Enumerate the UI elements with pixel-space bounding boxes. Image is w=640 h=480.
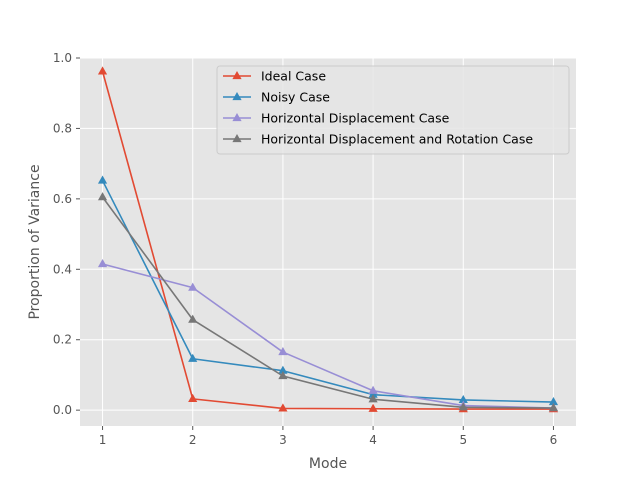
data-point [97, 192, 108, 201]
x-tick-label: 4 [369, 433, 377, 447]
x-axis-ticks: 1 2 3 4 5 6 [99, 426, 558, 447]
data-point [368, 403, 378, 412]
legend-label: Ideal Case [261, 69, 326, 84]
x-tick-label: 1 [99, 433, 107, 447]
y-tick-label: 1.0 [53, 51, 72, 65]
data-point [188, 353, 198, 362]
legend-item: Noisy Case [223, 90, 330, 105]
y-tick-label: 0.0 [53, 403, 72, 417]
data-point [458, 394, 468, 404]
data-point [548, 397, 559, 406]
legend: Ideal Case Noisy Case Horizontal Displacem… [216, 65, 570, 155]
legend-marker [232, 71, 242, 80]
data-point [188, 393, 198, 402]
series-line [101, 71, 554, 410]
data-point [458, 402, 468, 411]
legend-marker [232, 113, 242, 122]
series-layer [97, 66, 559, 413]
data-point [97, 175, 108, 184]
y-tick-label: 0.6 [53, 192, 72, 206]
legend-marker [232, 134, 242, 143]
data-point [97, 66, 108, 75]
data-point [278, 365, 288, 374]
data-point [188, 314, 198, 323]
data-point [278, 370, 288, 380]
data-point [548, 403, 559, 412]
legend-item: Horizontal Displacement Case [223, 111, 450, 126]
series-line [101, 196, 554, 409]
y-tick-label: 0.4 [53, 262, 72, 276]
x-tick-label: 2 [189, 433, 197, 447]
data-point [278, 347, 288, 356]
data-point [97, 259, 108, 268]
data-point [278, 403, 288, 412]
x-axis-label: Mode [309, 456, 347, 472]
series-line [101, 180, 554, 403]
legend-item: Horizontal Displacement and Rotation Cas… [223, 132, 533, 147]
x-tick-label: 5 [459, 433, 467, 447]
y-tick-label: 0.2 [53, 333, 72, 347]
data-point [368, 394, 378, 403]
data-point [188, 282, 198, 291]
x-tick-label: 3 [279, 433, 287, 447]
y-axis-label: Proportion of Variance [27, 164, 43, 319]
y-axis-ticks: 0.0 0.2 0.4 0.6 0.8 1.0 [53, 51, 80, 417]
legend-label: Horizontal Displacement and Rotation Cas… [261, 132, 533, 147]
legend-marker [232, 92, 242, 101]
legend-label: Horizontal Displacement Case [261, 111, 450, 126]
legend-box [216, 65, 570, 155]
legend-item: Ideal Case [223, 69, 326, 84]
series-line [102, 263, 554, 409]
data-point [368, 385, 378, 394]
y-tick-label: 0.8 [53, 121, 72, 135]
x-tick-label: 6 [550, 433, 558, 447]
legend-label: Noisy Case [261, 90, 330, 105]
series-group [97, 192, 559, 412]
